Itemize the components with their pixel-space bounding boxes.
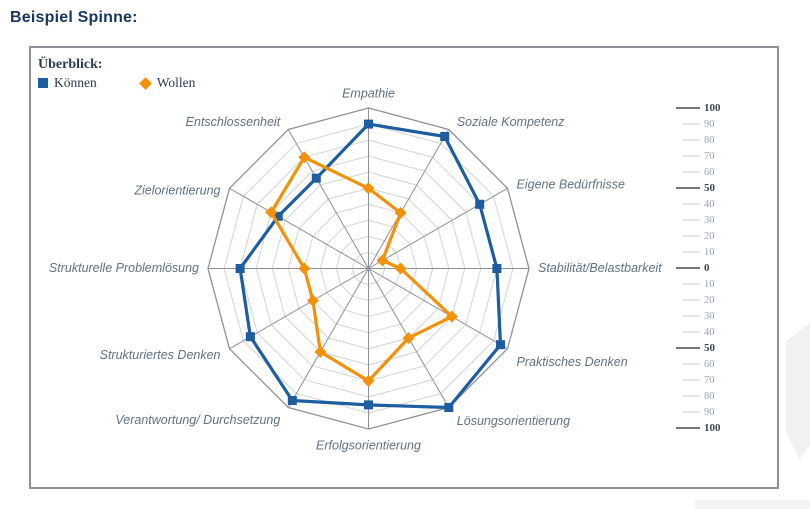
background-watermark-shape — [786, 323, 810, 459]
legend-label-koennen: Können — [54, 75, 97, 90]
scale-tick-label: 0 — [704, 262, 710, 274]
scale-tick-label: 60 — [704, 359, 715, 370]
axis-label: Lösungsorientierung — [457, 414, 570, 428]
scale-tick-label: 30 — [704, 311, 715, 322]
scale-tick-label: 40 — [704, 199, 715, 210]
scale-tick-label: 50 — [704, 182, 716, 194]
axis-label: Stabilität/Belastbarkeit — [538, 261, 662, 275]
axis-label: Strukturiertes Denken — [100, 348, 221, 362]
data-point-square — [364, 119, 373, 129]
axis-label: Praktisches Denken — [517, 355, 628, 369]
data-point-square — [496, 340, 505, 350]
background-watermark-strip — [695, 500, 810, 509]
data-point-square — [364, 400, 373, 410]
scale-tick-label: 50 — [704, 342, 716, 354]
scale-tick-label: 10 — [704, 279, 715, 290]
scale-tick-label: 90 — [704, 407, 715, 418]
scale-tick-label: 70 — [704, 375, 715, 386]
axis-label: Zielorientierung — [133, 184, 220, 198]
axis-label: Erfolgsorientierung — [316, 438, 421, 452]
legend-item-koennen: Können — [38, 75, 97, 91]
grid-spoke — [368, 129, 450, 269]
data-point-square — [475, 199, 485, 209]
data-point-diamond — [445, 310, 458, 323]
spider-chart-panel: Überblick: Können Wollen Empathie Soziale… — [29, 46, 779, 489]
data-point-square — [273, 211, 283, 221]
scale-tick-label: 80 — [704, 391, 715, 402]
radar-chart: Empathie Soziale Kompetenz Eigene Bedürfni… — [49, 86, 721, 452]
axis-label: Eigene Bedürfnisse — [517, 178, 625, 192]
legend-item-wollen: Wollen — [138, 75, 196, 91]
scale-tick-label: 10 — [704, 247, 715, 258]
grid-spoke — [229, 187, 369, 269]
data-point-square — [444, 403, 454, 412]
data-point-diamond — [362, 374, 375, 387]
page-title: Beispiel Spinne: — [10, 9, 138, 26]
grid-spoke — [287, 129, 369, 269]
legend-heading: Überblick: — [38, 57, 103, 72]
diamond-icon — [138, 76, 152, 90]
axis-label: Entschlossenheit — [186, 115, 281, 129]
grid-spoke — [287, 268, 369, 408]
legend-label-wollen: Wollen — [156, 75, 196, 90]
scale-tick-label: 20 — [704, 231, 715, 242]
square-icon — [38, 78, 48, 88]
grid-spoke — [368, 268, 508, 350]
scale-tick-label: 70 — [704, 151, 715, 162]
scale-tick-label: 40 — [704, 327, 715, 338]
scale-tick-label: 90 — [704, 119, 715, 130]
axis-label: Empathie — [342, 86, 395, 100]
grid-spoke — [368, 187, 508, 269]
legend-row: Können Wollen — [38, 75, 195, 91]
data-point-square — [440, 132, 450, 141]
chart-legend: Überblick: Können Wollen — [38, 57, 195, 91]
scale-tick-label: 100 — [704, 422, 721, 434]
scale-tick-label: 100 — [704, 102, 721, 114]
data-point-square — [287, 396, 297, 405]
data-point-square — [492, 264, 502, 273]
scale-tick-label: 80 — [704, 135, 715, 146]
data-point-square — [245, 332, 255, 342]
axis-label: Strukturelle Problemlösung — [49, 261, 199, 275]
axis-label: Verantwortung/ Durchsetzung — [115, 413, 280, 427]
scale-tick-label: 30 — [704, 215, 715, 226]
scale-tick-label: 60 — [704, 167, 715, 178]
axis-label: Soziale Kompetenz — [457, 115, 565, 129]
data-point-diamond — [314, 345, 327, 358]
data-point-square — [235, 264, 245, 273]
scale-tick-label: 20 — [704, 295, 715, 306]
data-point-diamond — [265, 206, 278, 219]
data-point-diamond — [402, 332, 415, 344]
data-point-square — [311, 173, 321, 183]
